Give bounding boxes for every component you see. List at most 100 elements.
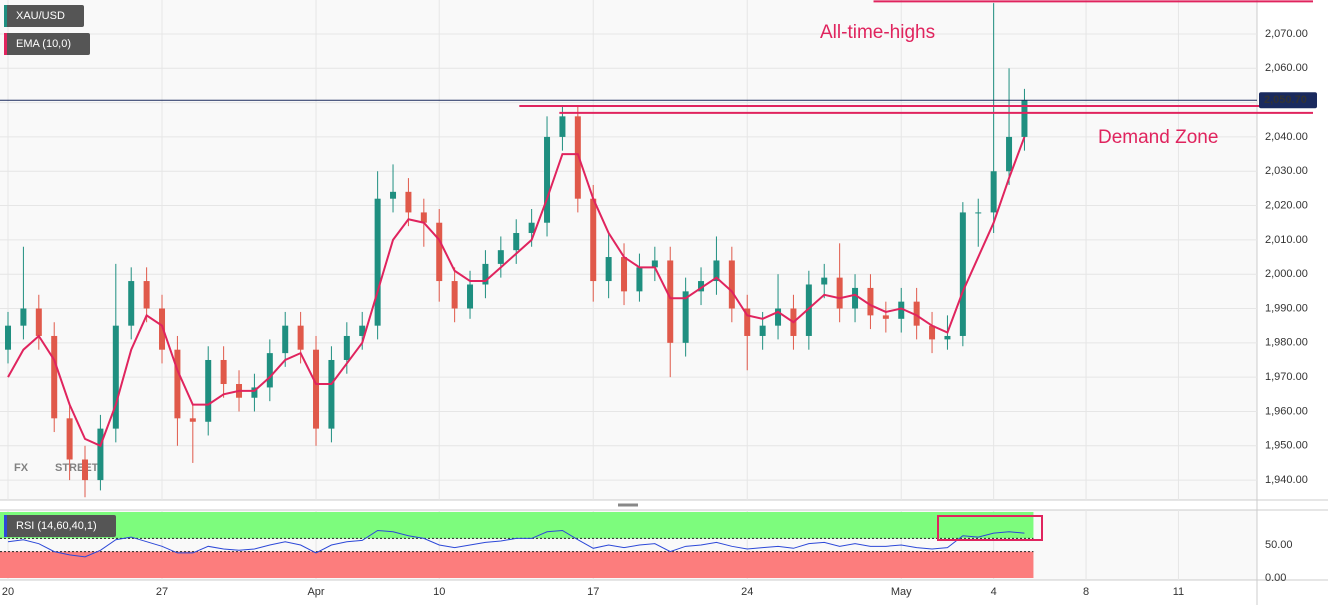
candle-body — [1006, 136, 1013, 172]
watermark: STREET — [55, 462, 99, 474]
candle-body — [420, 212, 427, 223]
y-tick-label: 1,970.00 — [1265, 371, 1308, 383]
annotation: Demand Zone — [1098, 127, 1218, 148]
candle-body — [51, 335, 58, 419]
candle-body — [590, 198, 597, 282]
last-price-label: 2,050.70 — [1264, 94, 1307, 106]
candle-body — [405, 191, 412, 213]
candle-body — [759, 325, 766, 336]
y-tick-label: 2,070.00 — [1265, 28, 1308, 40]
candle-body — [713, 260, 720, 282]
candle-body — [112, 325, 119, 429]
candle-body — [805, 284, 812, 336]
candle-body — [467, 284, 474, 309]
candle-body — [513, 233, 520, 251]
candle-body — [744, 308, 751, 336]
candle-body — [959, 212, 966, 336]
candle-body — [128, 281, 135, 326]
candle-body — [698, 281, 705, 292]
legend-label: XAU/USD — [16, 10, 65, 22]
y-tick-label: 1,990.00 — [1265, 302, 1308, 314]
highlight-box — [937, 515, 1043, 541]
candle-body — [451, 281, 458, 309]
y-tick-label: 2,060.00 — [1265, 62, 1308, 74]
candle-body — [20, 308, 27, 326]
x-tick-label: May — [891, 586, 912, 598]
candle-body — [975, 212, 982, 214]
legend-box — [4, 515, 116, 537]
y-tick-label: 2,020.00 — [1265, 199, 1308, 211]
y-tick-label: 1,980.00 — [1265, 337, 1308, 349]
legend-swatch — [4, 5, 7, 27]
candle-body — [528, 222, 535, 234]
legend-swatch — [4, 515, 7, 537]
candle-body — [929, 325, 936, 340]
candle-body — [436, 222, 443, 282]
candle-body — [667, 260, 674, 343]
ema-line — [7, 136, 1026, 448]
candle-body — [328, 359, 335, 429]
candle-body — [313, 349, 320, 429]
candle-body — [821, 277, 828, 285]
candle-body — [343, 335, 350, 360]
candle-body — [559, 116, 566, 137]
last-price-box — [1259, 92, 1317, 109]
candle-body — [5, 325, 12, 350]
candle-body — [97, 428, 104, 481]
candle-body — [66, 418, 73, 460]
legend-box — [4, 33, 90, 55]
candle-body — [728, 260, 735, 309]
x-tick-label: 20 — [2, 586, 14, 598]
candle-body — [266, 353, 273, 388]
y-tick-label: 2,010.00 — [1265, 234, 1308, 246]
candle-body — [143, 281, 150, 309]
candle-body — [374, 198, 381, 326]
candle-body — [836, 277, 843, 309]
x-tick-label: 10 — [433, 586, 445, 598]
candle-body — [775, 308, 782, 326]
legend-box — [4, 5, 84, 27]
x-tick-label: 4 — [991, 586, 997, 598]
candle-body — [651, 260, 658, 268]
candle-body — [544, 136, 551, 223]
candle-body — [482, 263, 489, 285]
candle-body — [574, 116, 581, 199]
candle-body — [390, 191, 397, 199]
legend-label: RSI (14,60,40,1) — [16, 520, 97, 532]
y-tick-label: 1,940.00 — [1265, 474, 1308, 486]
candle-body — [159, 308, 166, 350]
candle-body — [82, 459, 89, 481]
rsi-band — [0, 551, 1034, 578]
candle-body — [251, 387, 258, 398]
candle-body — [189, 418, 196, 422]
candle-body — [990, 171, 997, 213]
y-tick-label: 0.00 — [1265, 572, 1286, 584]
candle-body — [852, 287, 859, 309]
watermark: FX — [14, 462, 29, 474]
y-tick-label: 1,960.00 — [1265, 405, 1308, 417]
candle-body — [898, 301, 905, 319]
y-tick-label: 2,040.00 — [1265, 131, 1308, 143]
x-tick-label: 24 — [741, 586, 753, 598]
candle-body — [636, 267, 643, 292]
candle-body — [605, 257, 612, 282]
candle-body — [882, 315, 889, 319]
candle-body — [944, 335, 951, 340]
y-tick-label: 2,000.00 — [1265, 268, 1308, 280]
price-pane — [0, 0, 1257, 500]
candle-body — [174, 349, 181, 419]
candle-body — [297, 325, 304, 350]
y-tick-label: 50.00 — [1265, 539, 1293, 551]
candle-body — [205, 359, 212, 422]
x-tick-label: 17 — [587, 586, 599, 598]
candle-body — [913, 301, 920, 326]
candle-body — [220, 359, 227, 385]
rsi-line — [7, 529, 1025, 558]
x-tick-label: 27 — [156, 586, 168, 598]
candle-body — [682, 291, 689, 343]
y-tick-label: 2,030.00 — [1265, 165, 1308, 177]
annotation: All-time-highs — [820, 22, 935, 43]
x-tick-label: 11 — [1173, 586, 1184, 598]
